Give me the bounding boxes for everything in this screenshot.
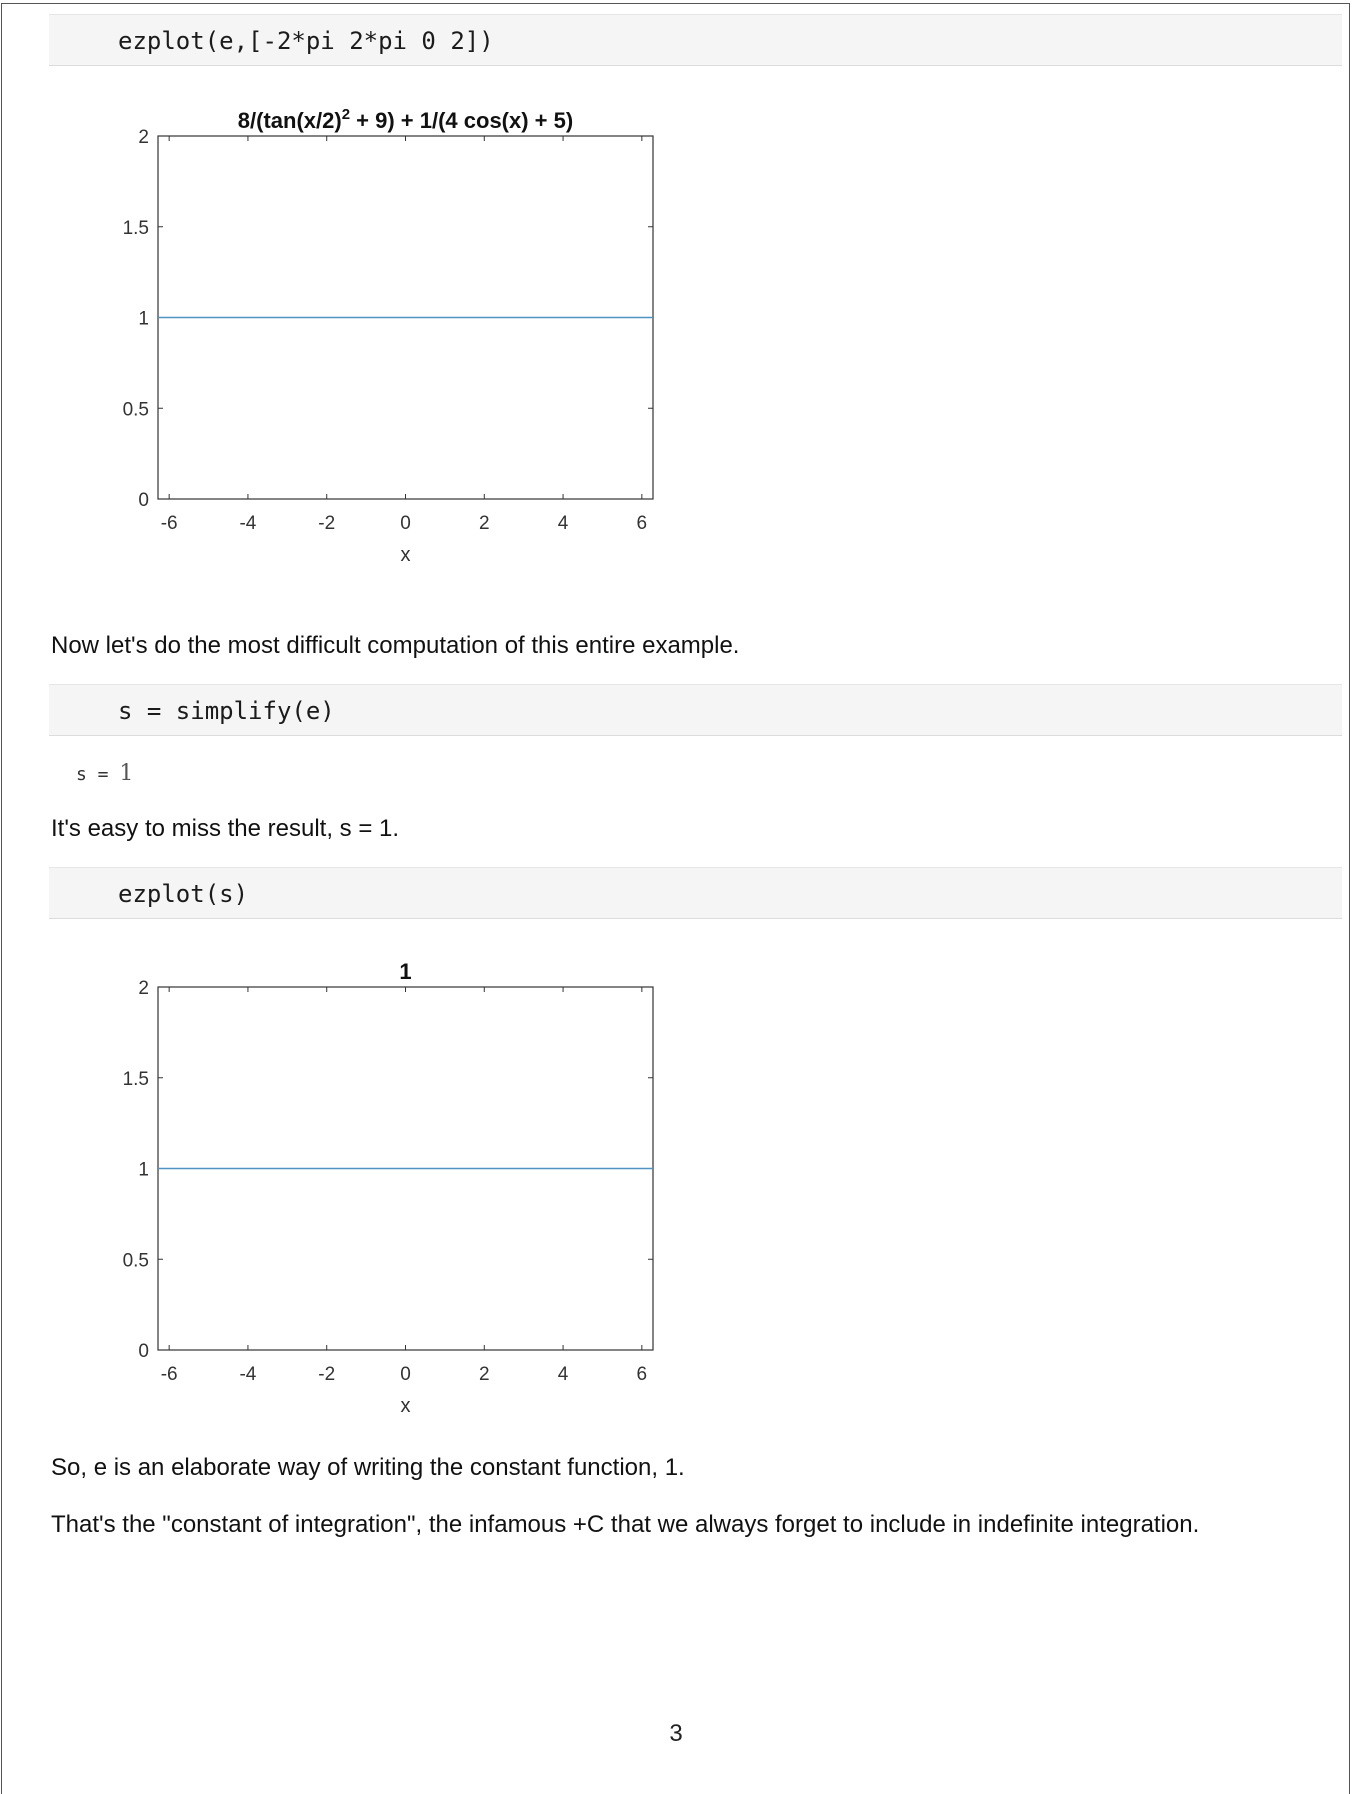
text-paragraph: It's easy to miss the result, s = 1. — [51, 815, 400, 842]
x-tick-label: 0 — [400, 513, 411, 534]
y-tick-label: 1.5 — [123, 1069, 149, 1090]
y-tick-label: 0.5 — [123, 1250, 149, 1271]
plot-svg: 1 -6 -4 -2 0 2 4 6 0 0.5 1 1.5 2 x — [123, 959, 654, 1417]
x-tick-label: -4 — [239, 1364, 256, 1385]
y-tick-label: 0 — [138, 490, 149, 511]
x-tick-label: -2 — [318, 513, 335, 534]
output-s: s = 1 — [76, 761, 133, 786]
page-frame — [1, 3, 1350, 1794]
code-text: ezplot(e,[-2*pi 2*pi 0 2]) — [118, 27, 494, 55]
x-tick-label: 2 — [479, 513, 490, 534]
code-text: ezplot(s) — [118, 880, 249, 908]
x-tick-label: 2 — [479, 1364, 490, 1385]
plot-constant-s: 1 -6 -4 -2 0 2 4 6 0 0.5 1 1.5 2 x — [100, 945, 680, 1435]
x-tick-label: 6 — [637, 1364, 648, 1385]
x-tick-label: 6 — [637, 513, 648, 534]
title-main: 1 — [399, 959, 411, 984]
plot-svg: 8/(tan(x/2)2 + 9) + 1/(4 cos(x) + 5)-6 -4… — [123, 106, 654, 566]
plot-title: 8/(tan(x/2)2 + 9) + 1/(4 cos(x) + 5) — [238, 106, 573, 133]
y-tick-label: 1 — [138, 1160, 149, 1181]
y-tick-label: 2 — [138, 127, 149, 148]
x-axis-label: x — [401, 544, 411, 566]
code-cell-ezplot-e[interactable]: ezplot(e,[-2*pi 2*pi 0 2]) — [49, 14, 1342, 66]
x-tick-label: -6 — [161, 513, 178, 534]
x-tick-label: -4 — [239, 513, 256, 534]
text-paragraph: Now let's do the most difficult computat… — [51, 632, 740, 659]
title-rest: + 9) + 1/(4 cos(x) + 5) — [350, 108, 573, 133]
title-superscript: 2 — [342, 106, 350, 123]
x-tick-label: -2 — [318, 1364, 335, 1385]
x-tick-label: 4 — [558, 513, 569, 534]
page-number: 3 — [669, 1720, 683, 1747]
x-tick-label: 0 — [400, 1364, 411, 1385]
y-tick-label: 1.5 — [123, 218, 149, 239]
text-paragraph: So, e is an elaborate way of writing the… — [51, 1454, 685, 1481]
output-value: 1 — [119, 761, 134, 786]
code-text: s = simplify(e) — [118, 697, 335, 725]
y-tick-label: 0.5 — [123, 399, 149, 420]
plot-expression-e: 8/(tan(x/2)2 + 9) + 1/(4 cos(x) + 5) -6 -4… — [100, 94, 680, 584]
x-tick-label: -6 — [161, 1364, 178, 1385]
text-paragraph: That's the "constant of integration", th… — [51, 1511, 1200, 1538]
y-tick-label: 0 — [138, 1341, 149, 1362]
title-main: 8/(tan(x/2) — [238, 108, 342, 133]
output-label: s = — [76, 764, 120, 785]
y-tick-label: 2 — [138, 978, 149, 999]
code-cell-ezplot-s[interactable]: ezplot(s) — [49, 867, 1342, 919]
x-tick-label: 4 — [558, 1364, 569, 1385]
y-tick-label: 1 — [138, 309, 149, 330]
code-cell-simplify[interactable]: s = simplify(e) — [49, 684, 1342, 736]
plot-title: 1 — [399, 959, 411, 984]
x-axis-label: x — [401, 1395, 411, 1417]
